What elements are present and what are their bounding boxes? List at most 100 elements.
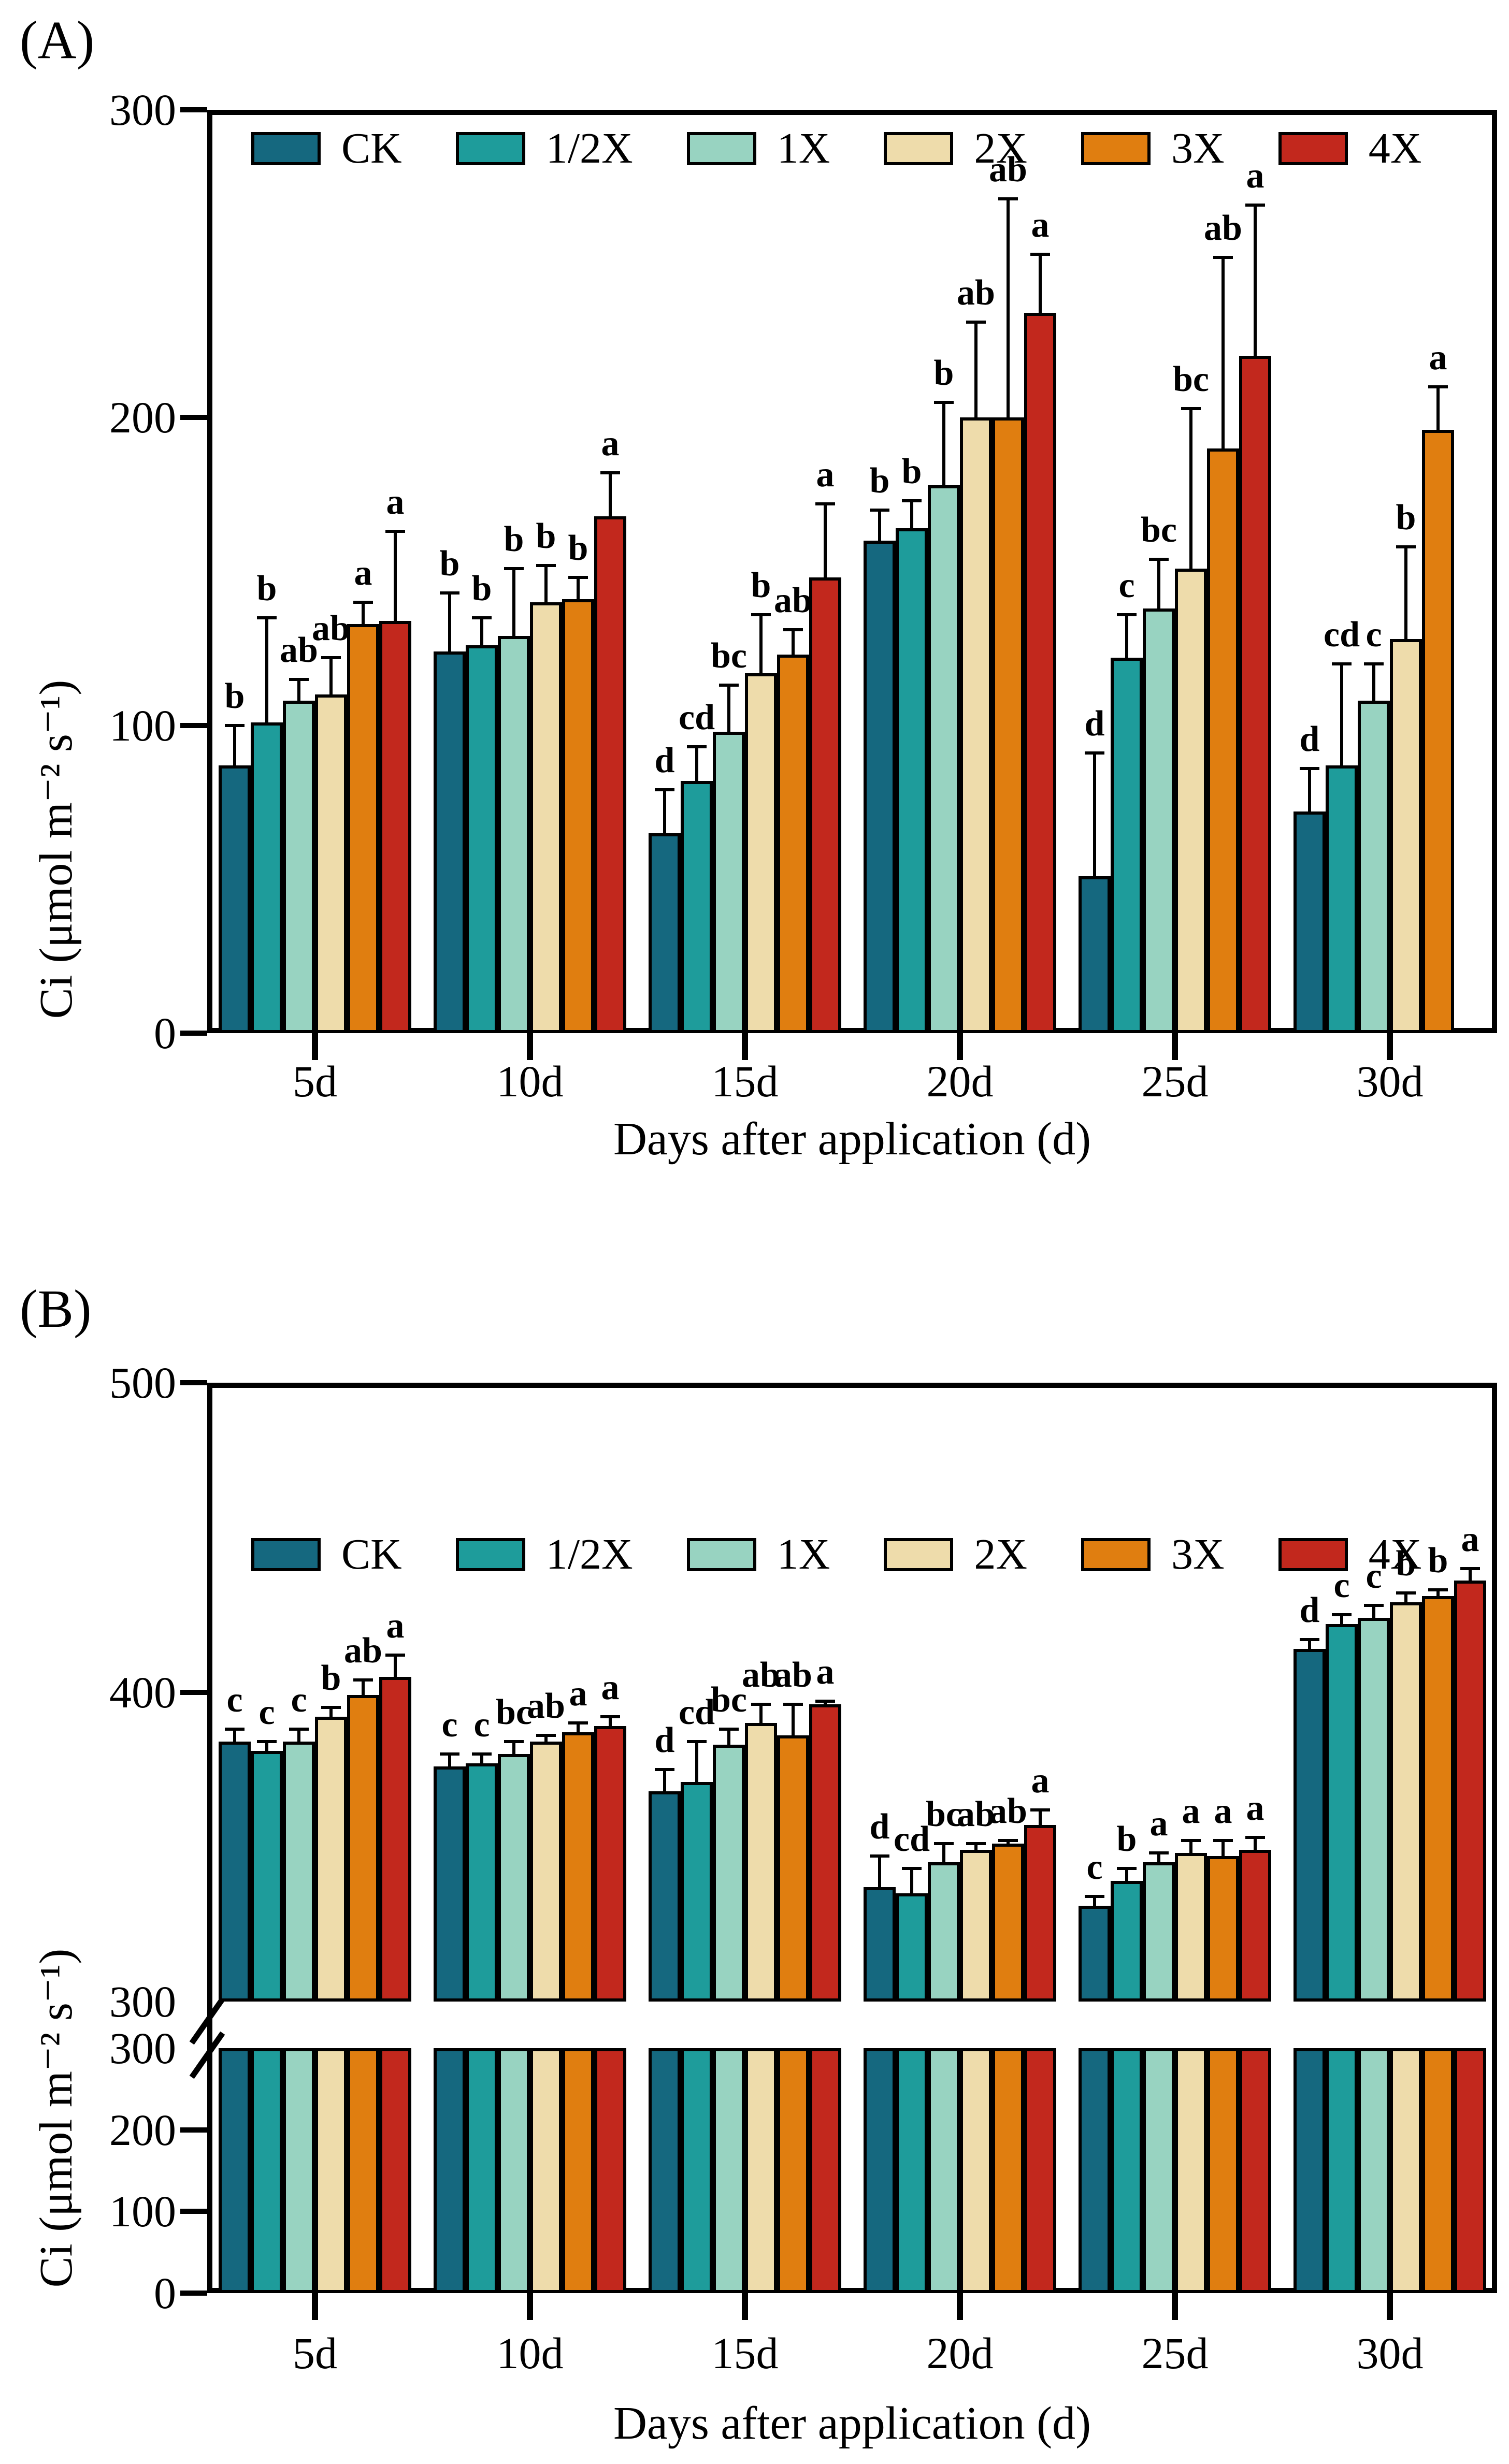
bar-4X-5d — [379, 1676, 411, 2002]
error-bar-cap — [783, 628, 803, 632]
bar-1/2X-5d — [251, 2048, 283, 2293]
bar-3X-25d — [1207, 1856, 1239, 2002]
significance-letter: b — [751, 565, 771, 605]
x-axis-tick — [527, 2293, 533, 2320]
legend-label: 2X — [974, 1530, 1028, 1578]
significance-letter: b — [933, 353, 954, 393]
y-tick-label: 300 — [109, 1977, 176, 2026]
bar-1X-10d — [498, 636, 530, 1033]
bar-2X-25d — [1175, 1853, 1207, 2002]
y-axis-tick — [180, 1380, 207, 1385]
error-bar — [695, 747, 698, 781]
legend-item-CK: CK — [251, 1533, 402, 1576]
x-tick-label: 30d — [1356, 2328, 1424, 2378]
legend-swatch-2X — [884, 132, 954, 165]
legend-swatch-4X — [1278, 132, 1348, 165]
significance-letter: d — [1084, 704, 1105, 744]
error-bar-cap — [1085, 1894, 1104, 1898]
legend-item-2X: 2X — [884, 1533, 1027, 1576]
significance-letter: b — [439, 544, 460, 584]
error-bar-cap — [472, 1752, 492, 1756]
error-bar — [577, 577, 580, 599]
significance-letter: c — [1366, 1556, 1382, 1597]
y-axis-tick — [180, 722, 207, 728]
significance-letter: a — [1149, 1804, 1168, 1844]
bar-1X-30d — [1358, 701, 1390, 1033]
error-bar-cap — [289, 677, 309, 681]
x-tick-label: 5d — [293, 1056, 337, 1106]
bar-CK-20d — [864, 1887, 896, 2002]
significance-letter: a — [1214, 1791, 1232, 1832]
error-bar — [759, 614, 763, 673]
error-bar-cap — [504, 567, 524, 570]
x-tick-label: 15d — [711, 2328, 779, 2378]
error-bar — [297, 679, 300, 701]
error-bar — [910, 1868, 913, 1893]
error-bar-cap — [934, 400, 954, 404]
error-bar-cap — [225, 1728, 245, 1731]
error-bar — [942, 402, 945, 486]
error-bar — [265, 1742, 268, 1751]
legend-label: 1X — [777, 124, 830, 172]
error-bar — [759, 1704, 763, 1723]
legend-item-1X: 1X — [686, 1533, 830, 1576]
panel-b-x-axis-title: Days after application (d) — [613, 2398, 1091, 2449]
bar-2X-10d — [530, 2048, 562, 2293]
error-bar-cap — [1460, 1567, 1480, 1570]
significance-letter: a — [601, 1668, 620, 1708]
error-bar — [480, 617, 483, 646]
bar-3X-20d — [992, 2048, 1024, 2293]
error-bar — [1436, 386, 1440, 430]
bar-2X-15d — [745, 1723, 777, 2002]
bar-4X-5d — [379, 2048, 411, 2293]
significance-letter: a — [1031, 1760, 1050, 1801]
error-bar-cap — [536, 1734, 556, 1737]
panel-a-legend: CK 1/2X 1X 2X 3X 4X — [251, 127, 1421, 170]
error-bar — [544, 565, 548, 602]
legend-item-2X: 2X — [884, 127, 1027, 170]
bar-1X-5d — [283, 1742, 315, 2002]
error-bar-cap — [536, 563, 556, 567]
bar-1X-30d — [1358, 1618, 1390, 2002]
error-bar-cap — [719, 1728, 739, 1731]
bar-3X-5d — [347, 624, 379, 1033]
error-bar-cap — [687, 745, 707, 749]
bar-1/2X-15d — [681, 780, 713, 1033]
bar-1X-25d — [1143, 1862, 1175, 2002]
significance-letter: a — [354, 553, 372, 593]
legend-label: CK — [341, 1530, 402, 1578]
error-bar-cap — [1117, 1867, 1137, 1871]
error-bar — [695, 1742, 698, 1782]
error-bar-cap — [870, 508, 889, 512]
error-bar-cap — [870, 1854, 889, 1858]
x-tick-label: 10d — [496, 2328, 564, 2378]
error-bar — [727, 685, 730, 732]
significance-letter: bc — [926, 1794, 962, 1835]
bar-CK-10d — [434, 2048, 466, 2293]
significance-letter: a — [1429, 337, 1447, 378]
significance-letter: ab — [774, 581, 812, 621]
bar-1X-10d — [498, 2048, 530, 2293]
significance-letter: b — [901, 451, 922, 491]
error-bar — [1039, 1809, 1042, 1825]
error-bar — [1254, 205, 1257, 356]
x-tick-label: 30d — [1356, 1056, 1424, 1106]
x-tick-label: 25d — [1141, 1056, 1209, 1106]
significance-letter: cd — [679, 698, 715, 738]
bar-3X-10d — [562, 599, 594, 1033]
x-axis-tick — [1172, 1033, 1178, 1060]
error-bar-cap — [1213, 256, 1233, 259]
bar-4X-30d — [1454, 1581, 1486, 2002]
significance-letter: b — [224, 676, 245, 716]
error-bar-cap — [1030, 1808, 1050, 1811]
error-bar — [362, 1679, 365, 1695]
legend-item-3X: 3X — [1081, 1533, 1225, 1576]
bar-2X-30d — [1390, 2048, 1422, 2293]
legend-label: 4X — [1368, 1530, 1422, 1578]
bar-CK-15d — [649, 833, 681, 1033]
error-bar — [1340, 1615, 1343, 1625]
error-bar-cap — [1332, 662, 1352, 665]
error-bar — [297, 1729, 300, 1742]
significance-letter: bc — [496, 1692, 532, 1733]
error-bar-cap — [815, 502, 835, 505]
